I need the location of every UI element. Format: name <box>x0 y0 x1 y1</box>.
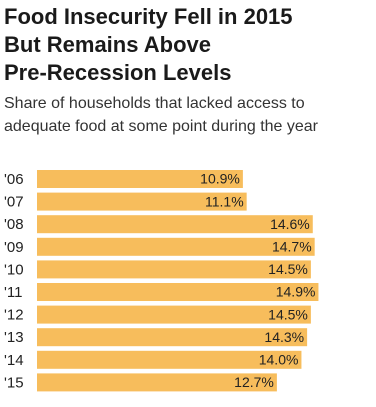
value-label: 14.9% <box>276 284 316 300</box>
value-label: 12.7% <box>234 374 274 390</box>
value-label: 11.1% <box>205 193 244 209</box>
chart-subtitle: adequate food at some point during the y… <box>4 118 319 135</box>
y-tick-label: '15 <box>4 374 24 391</box>
bar <box>37 305 311 324</box>
chart-title: Pre-Recession Levels <box>4 60 231 85</box>
y-tick-label: '10 <box>4 261 24 278</box>
y-tick-label: '07 <box>4 194 24 211</box>
bar <box>37 192 247 211</box>
bar <box>37 260 311 279</box>
value-label: 14.6% <box>270 216 310 232</box>
value-label: 14.5% <box>268 261 308 277</box>
y-tick-label: '06 <box>4 171 24 188</box>
bar <box>37 328 308 347</box>
value-label: 14.5% <box>268 306 308 322</box>
y-tick-label: '13 <box>4 329 24 346</box>
value-label: 10.9% <box>200 171 240 187</box>
bar <box>37 237 315 256</box>
bar <box>37 283 319 301</box>
bar <box>37 350 302 369</box>
bar <box>37 170 243 188</box>
y-tick-label: '11 <box>4 284 22 301</box>
bar <box>37 373 277 392</box>
y-tick-label: '12 <box>4 307 24 324</box>
chart-subtitle: Share of households that lacked access t… <box>4 95 305 112</box>
chart-title: But Remains Above <box>4 32 211 57</box>
y-tick-label: '08 <box>4 216 24 233</box>
value-label: 14.7% <box>272 239 312 255</box>
y-tick-label: '09 <box>4 239 24 256</box>
chart-title: Food Insecurity Fell in 2015 <box>4 4 293 29</box>
value-label: 14.0% <box>259 352 299 368</box>
value-label: 14.3% <box>264 329 304 345</box>
y-tick-label: '14 <box>4 352 24 369</box>
bar <box>37 215 313 234</box>
